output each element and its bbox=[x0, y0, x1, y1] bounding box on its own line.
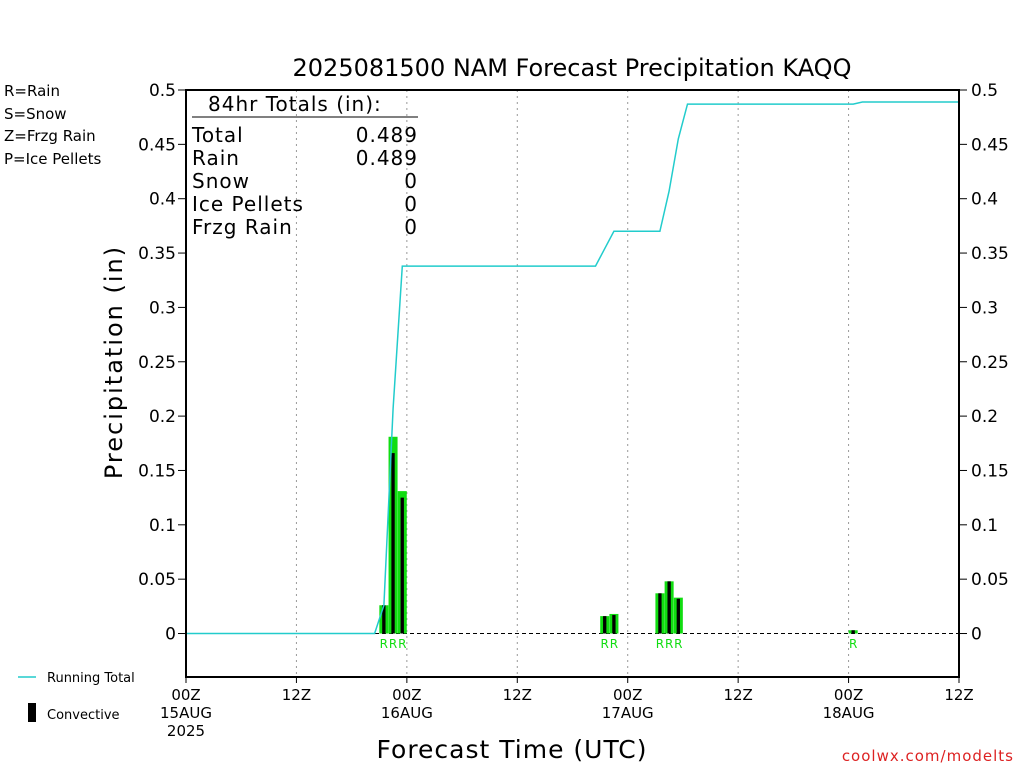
ptype-label: R bbox=[610, 637, 618, 651]
x-tick-label: 12Z bbox=[944, 686, 973, 704]
legend-ice-pellets: P=Ice Pellets bbox=[4, 150, 101, 168]
y-tick-label-left: 0.3 bbox=[149, 298, 176, 318]
y-tick-label-left: 0.15 bbox=[138, 461, 176, 481]
y-tick-label-left: 0.05 bbox=[138, 570, 176, 590]
totals-label-rain: Rain bbox=[192, 146, 240, 170]
precip-type-legend: R=Rain S=Snow Z=Frzg Rain P=Ice Pellets bbox=[4, 82, 101, 168]
y-tick-label-right: 0.25 bbox=[971, 353, 1009, 373]
y-tick-label-left: 0.35 bbox=[138, 244, 176, 264]
y-tick-label-left: 0.25 bbox=[138, 353, 176, 373]
totals-value-total: 0.489 bbox=[356, 123, 418, 147]
y-tick-label-right: 0.15 bbox=[971, 461, 1009, 481]
x-tick-label: 18AUG bbox=[823, 704, 875, 722]
y-tick-label-left: 0 bbox=[165, 625, 176, 645]
ptype-label: R bbox=[601, 637, 609, 651]
y-tick-label-right: 0.2 bbox=[971, 407, 998, 427]
y-tick-label-right: 0.5 bbox=[971, 81, 998, 101]
y-tick-label-right: 0.1 bbox=[971, 516, 998, 536]
running-total-line bbox=[186, 101, 959, 635]
watermark: coolwx.com/modelts bbox=[842, 747, 1014, 765]
y-tick-label-left: 0.5 bbox=[149, 81, 176, 101]
totals-value-snow: 0 bbox=[404, 169, 418, 193]
ptype-label: R bbox=[380, 637, 388, 651]
y-tick-label-right: 0.3 bbox=[971, 298, 998, 318]
convective-bar bbox=[400, 497, 404, 634]
y-tick-label-right: 0 bbox=[971, 625, 982, 645]
totals-value-frzg-rain: 0 bbox=[404, 215, 418, 239]
plot-frame bbox=[185, 89, 960, 678]
plot-area: R R R R R R R R R0 00.05 0.050.1 0.10.15 0.150.2 0.20… bbox=[138, 81, 1009, 740]
y-tick-label-left: 0.2 bbox=[149, 407, 176, 427]
y-tick-label-right: 0.4 bbox=[971, 190, 998, 210]
y-tick-label-right: 0.35 bbox=[971, 244, 1009, 264]
convective-bar bbox=[658, 593, 662, 634]
totals-label-snow: Snow bbox=[192, 169, 250, 193]
x-tick-label: 12Z bbox=[723, 686, 752, 704]
x-tick-label: 17AUG bbox=[602, 704, 654, 722]
convective-bar bbox=[612, 615, 616, 634]
x-tick-label: 00Z bbox=[613, 686, 642, 704]
totals-value-rain: 0.489 bbox=[356, 146, 418, 170]
x-axis-label: Forecast Time (UTC) bbox=[377, 735, 648, 764]
ptype-label: R bbox=[665, 637, 673, 651]
convective-bar bbox=[851, 630, 855, 634]
totals-label-total: Total bbox=[191, 123, 244, 147]
ptype-label: R bbox=[849, 637, 857, 651]
ptype-label: R bbox=[674, 637, 682, 651]
ptype-label: R bbox=[656, 637, 664, 651]
legend-snow: S=Snow bbox=[4, 105, 67, 123]
convective-bar bbox=[603, 616, 607, 634]
convective-legend-swatch bbox=[28, 703, 36, 722]
x-tick-label: 2025 bbox=[167, 722, 205, 740]
x-tick-label: 15AUG bbox=[160, 704, 212, 722]
totals-value-ice-pellets: 0 bbox=[404, 192, 418, 216]
y-tick-label-left: 0.1 bbox=[149, 516, 176, 536]
ptype-label: R bbox=[398, 637, 406, 651]
ptype-label: R bbox=[389, 637, 397, 651]
totals-header: 84hr Totals (in): bbox=[208, 92, 382, 116]
totals-box: 84hr Totals (in): Total 0.489 Rain 0.489… bbox=[191, 92, 418, 239]
x-tick-label: 12Z bbox=[282, 686, 311, 704]
totals-label-frzg-rain: Frzg Rain bbox=[192, 215, 293, 239]
running-total-legend-label: Running Total bbox=[47, 671, 135, 686]
x-tick-label: 12Z bbox=[503, 686, 532, 704]
y-tick-label-left: 0.4 bbox=[149, 190, 176, 210]
x-tick-label: 00Z bbox=[171, 686, 200, 704]
convective-bar bbox=[382, 605, 386, 634]
series-legend: Running Total Convective bbox=[18, 671, 135, 723]
legend-rain: R=Rain bbox=[4, 82, 60, 100]
convective-bar bbox=[667, 581, 671, 634]
y-tick-label-right: 0.05 bbox=[971, 570, 1009, 590]
chart-title: 2025081500 NAM Forecast Precipitation KA… bbox=[293, 54, 852, 82]
y-tick-label-left: 0.45 bbox=[138, 135, 176, 155]
convective-legend-label: Convective bbox=[47, 708, 120, 723]
totals-label-ice-pellets: Ice Pellets bbox=[192, 192, 304, 216]
y-tick-label-right: 0.45 bbox=[971, 135, 1009, 155]
legend-frzg-rain: Z=Frzg Rain bbox=[4, 127, 96, 145]
convective-bar bbox=[676, 598, 680, 634]
convective-bar bbox=[391, 453, 395, 634]
x-tick-label: 00Z bbox=[834, 686, 863, 704]
x-tick-label: 16AUG bbox=[381, 704, 433, 722]
x-tick-label: 00Z bbox=[392, 686, 421, 704]
y-axis-label: Precipitation (in) bbox=[100, 245, 128, 479]
